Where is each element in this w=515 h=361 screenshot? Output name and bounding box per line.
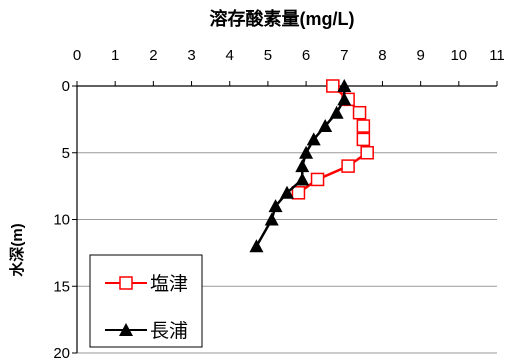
chart-title: 溶存酸素量(mg/L) [210, 8, 355, 29]
x-tick-label-9: 9 [416, 47, 424, 64]
x-tick-label-3: 3 [187, 47, 195, 64]
data-point-0-6 [341, 159, 355, 173]
x-tick-label-10: 10 [450, 47, 467, 64]
x-tick-label-2: 2 [149, 47, 157, 64]
data-point-0-4 [356, 132, 371, 147]
legend-box [89, 254, 203, 348]
data-point-1-5 [299, 145, 314, 159]
data-point-0-8 [291, 186, 306, 200]
data-point-0-5 [360, 146, 374, 160]
data-point-1-1 [337, 92, 352, 106]
legend-marker-nagaura [119, 323, 133, 336]
y-axis-title: 水深(m) [8, 223, 26, 276]
x-tick-label-11: 11 [489, 47, 505, 64]
legend-marker-shiotsu [119, 276, 133, 290]
series-0 [291, 79, 374, 200]
data-point-0-3 [356, 119, 371, 133]
x-tick-label-4: 4 [226, 47, 234, 64]
y-axis-ticks: 0 5 10 15 20 [53, 78, 77, 361]
data-point-0-7 [310, 172, 325, 187]
legend-label-shiotsu: 塩津 [150, 273, 188, 295]
data-point-1-6 [295, 159, 310, 173]
y-tick-label-20: 20 [53, 345, 70, 361]
series-layer [249, 79, 374, 253]
x-tick-label-0: 0 [73, 47, 81, 64]
series-1 [249, 79, 352, 253]
data-point-1-10 [264, 212, 279, 226]
legend-label-nagaura: 長浦 [150, 320, 188, 342]
x-tick-label-6: 6 [302, 47, 310, 64]
y-tick-label-0: 0 [62, 78, 70, 95]
data-point-1-11 [249, 239, 264, 253]
data-point-1-3 [318, 119, 333, 133]
data-point-1-7 [295, 172, 310, 186]
x-tick-label-8: 8 [378, 47, 386, 64]
x-tick-label-1: 1 [111, 47, 119, 64]
x-axis-ticks: 0 1 2 3 4 5 6 7 8 9 10 11 [73, 47, 505, 86]
x-tick-label-7: 7 [340, 47, 348, 64]
y-tick-label-15: 15 [53, 278, 70, 295]
data-point-1-9 [268, 199, 283, 213]
x-tick-label-5: 5 [264, 47, 272, 64]
data-point-0-2 [352, 105, 367, 120]
data-point-0-0 [326, 79, 340, 93]
y-tick-label-5: 5 [62, 145, 70, 162]
data-point-1-2 [329, 105, 344, 119]
data-point-1-0 [337, 79, 352, 92]
legend: 塩津 長浦 [89, 254, 203, 348]
data-point-1-4 [306, 132, 321, 146]
data-point-1-8 [280, 185, 294, 199]
y-tick-label-10: 10 [53, 212, 70, 229]
